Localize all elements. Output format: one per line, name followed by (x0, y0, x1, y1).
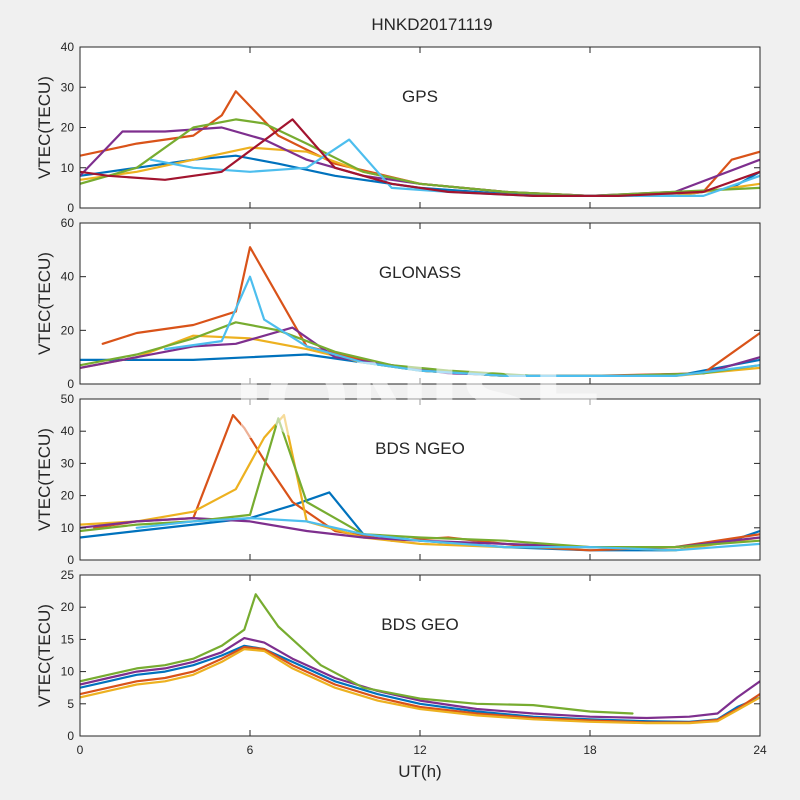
plot-area (80, 223, 760, 384)
y-tick-label: 40 (61, 270, 75, 284)
series-line-5 (163, 275, 760, 377)
y-tick-label: 20 (61, 323, 75, 337)
y-tick-label: 0 (67, 553, 74, 567)
y-tick-label: 10 (61, 665, 75, 679)
series-group (80, 593, 760, 725)
y-tick-label: 0 (67, 201, 74, 215)
panel-0: 0 10 20 30 40 VTEC(TECU) GPS (35, 40, 761, 215)
panel-2: 0 10 20 30 40 50 VTEC(TECU) BDS NGEO (35, 392, 761, 567)
y-axis-label: VTEC(TECU) (35, 604, 54, 707)
y-tick-label: 40 (61, 424, 75, 438)
panel-label: GPS (402, 87, 438, 106)
y-tick-label: 20 (61, 121, 75, 135)
y-tick-label: 5 (67, 697, 74, 711)
series-group (80, 414, 760, 552)
y-axis-label: VTEC(TECU) (35, 428, 54, 531)
panel-3: 0 5 10 15 20 25 0 6 12 18 24 VTEC(TECU) BDS GEO (35, 568, 767, 757)
y-tick-label: 40 (61, 40, 75, 54)
series-line-1 (93, 414, 760, 552)
panel-label: BDS NGEO (375, 439, 465, 458)
y-tick-label: 10 (61, 521, 75, 535)
panel-label: BDS GEO (381, 615, 458, 634)
y-tick-label: 60 (61, 216, 75, 230)
plot-area (80, 399, 760, 560)
y-axis-label: VTEC(TECU) (35, 76, 54, 179)
x-tick-label: 18 (583, 743, 597, 757)
y-tick-label: 30 (61, 456, 75, 470)
panel-1: 0 20 40 60 VTEC(TECU) GLONASS (35, 216, 761, 391)
y-tick-label: 0 (67, 377, 74, 391)
x-tick-label: 12 (413, 743, 427, 757)
y-tick-label: 30 (61, 80, 75, 94)
y-tick-label: 10 (61, 161, 75, 175)
y-tick-label: 15 (61, 632, 75, 646)
y-tick-label: 50 (61, 392, 75, 406)
series-line-2 (80, 647, 760, 725)
x-axis-label: UT(h) (398, 762, 441, 781)
series-line-5 (149, 138, 760, 197)
y-tick-label: 20 (61, 489, 75, 503)
series-group (80, 90, 760, 197)
y-tick-label: 20 (61, 600, 75, 614)
plot-area (80, 575, 760, 736)
y-axis-label: VTEC(TECU) (35, 252, 54, 355)
panel-label: GLONASS (379, 263, 461, 282)
series-line-4 (80, 593, 634, 715)
series-group (80, 246, 760, 377)
y-tick-label: 25 (61, 568, 75, 582)
x-tick-label: 24 (753, 743, 767, 757)
watermark-text: IONISE (234, 339, 607, 462)
y-tick-label: 0 (67, 729, 74, 743)
chart-title: HNKD20171119 (371, 15, 492, 34)
series-line-5 (135, 516, 760, 552)
x-tick-label: 0 (77, 743, 84, 757)
series-line-6 (80, 118, 760, 197)
x-tick-label: 6 (247, 743, 254, 757)
